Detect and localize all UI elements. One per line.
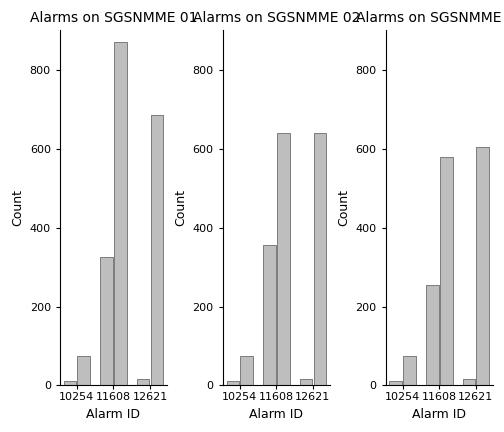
Bar (390, 381, 402, 385)
X-axis label: Alarm ID: Alarm ID (249, 408, 303, 421)
Bar (114, 42, 127, 385)
Bar (263, 245, 276, 385)
Bar (300, 379, 312, 385)
Y-axis label: Count: Count (337, 189, 350, 226)
Bar (476, 147, 489, 385)
Bar (463, 379, 475, 385)
Bar (151, 115, 163, 385)
Bar (426, 285, 438, 385)
Y-axis label: Count: Count (11, 189, 24, 226)
Title: Alarms on SGSNMME 01: Alarms on SGSNMME 01 (30, 11, 197, 25)
Bar (440, 157, 453, 385)
Bar (403, 356, 416, 385)
X-axis label: Alarm ID: Alarm ID (412, 408, 466, 421)
X-axis label: Alarm ID: Alarm ID (87, 408, 141, 421)
Bar (277, 133, 290, 385)
Bar (313, 133, 326, 385)
Title: Alarms on SGSNMME 03: Alarms on SGSNMME 03 (356, 11, 504, 25)
Bar (100, 257, 113, 385)
Bar (226, 381, 239, 385)
Bar (240, 356, 253, 385)
Bar (78, 356, 90, 385)
Bar (137, 379, 149, 385)
Y-axis label: Count: Count (174, 189, 187, 226)
Bar (64, 381, 76, 385)
Title: Alarms on SGSNMME 02: Alarms on SGSNMME 02 (193, 11, 360, 25)
